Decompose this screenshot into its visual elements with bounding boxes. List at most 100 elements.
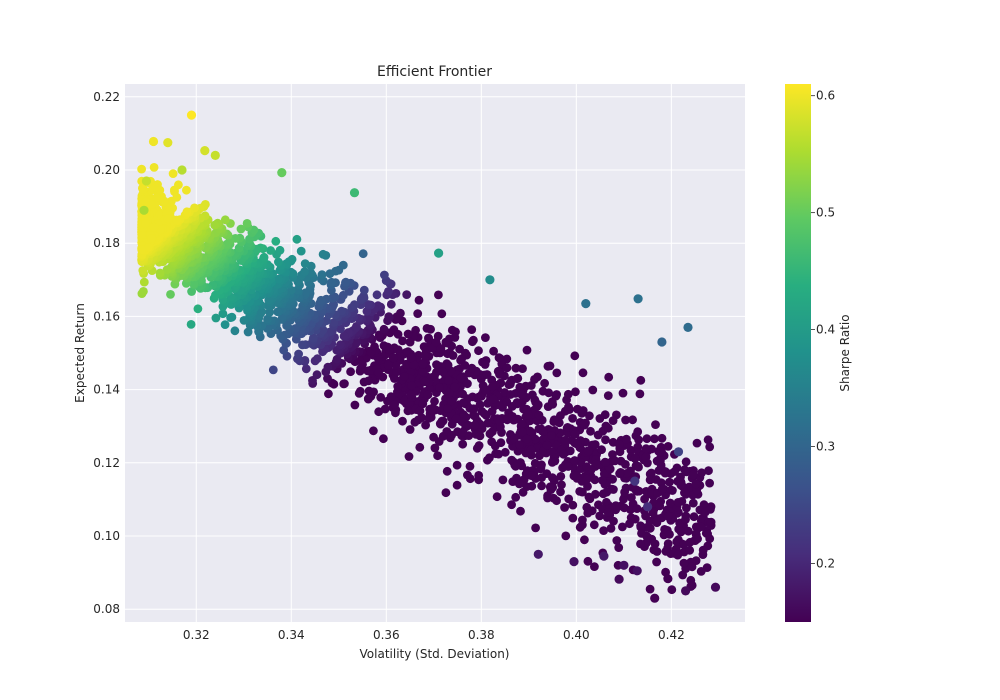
portfolio-point: [495, 370, 504, 379]
portfolio-point: [370, 342, 379, 352]
portfolio-point: [563, 389, 573, 399]
portfolio-point: [300, 259, 310, 268]
portfolio-point: [556, 411, 565, 421]
portfolio-point: [593, 430, 603, 440]
portfolio-point: [676, 480, 686, 490]
portfolio-point: [580, 535, 589, 545]
portfolio-point: [437, 309, 447, 319]
colorbar-tick-label: 0.5: [816, 206, 835, 220]
portfolio-point: [650, 434, 659, 444]
portfolio-point: [599, 526, 608, 535]
portfolio-point: [393, 382, 403, 391]
portfolio-point: [655, 501, 665, 511]
portfolio-point: [492, 492, 502, 502]
portfolio-point: [602, 487, 612, 497]
portfolio-point: [480, 409, 489, 419]
portfolio-point: [621, 460, 630, 469]
portfolio-point: [571, 387, 580, 397]
portfolio-point: [163, 214, 173, 224]
portfolio-point: [682, 503, 691, 513]
portfolio-point: [220, 320, 230, 329]
portfolio-point: [672, 537, 682, 546]
portfolio-point: [141, 219, 150, 229]
portfolio-point: [523, 410, 533, 420]
portfolio-point: [670, 467, 680, 476]
portfolio-point: [339, 331, 349, 341]
portfolio-point: [472, 443, 482, 453]
portfolio-point: [683, 526, 693, 536]
portfolio-point: [603, 423, 613, 433]
portfolio-point: [489, 346, 498, 356]
portfolio-point: [673, 447, 684, 457]
portfolio-point: [218, 309, 228, 319]
portfolio-point: [189, 279, 199, 288]
portfolio-point: [552, 496, 561, 506]
y-tick-label: 0.20: [93, 163, 120, 177]
portfolio-point: [705, 442, 715, 452]
portfolio-point: [163, 138, 173, 148]
portfolio-point: [678, 570, 688, 580]
portfolio-point: [625, 519, 634, 529]
portfolio-point: [578, 487, 587, 497]
portfolio-point: [354, 389, 364, 398]
portfolio-point: [598, 476, 607, 485]
x-tick-label: 0.36: [373, 628, 400, 642]
y-tick-label: 0.22: [93, 90, 120, 104]
portfolio-point: [413, 309, 423, 318]
portfolio-point: [527, 481, 537, 491]
portfolio-point: [630, 454, 640, 463]
portfolio-point: [560, 435, 570, 445]
portfolio-point: [301, 288, 310, 298]
portfolio-point: [460, 361, 470, 370]
colorbar: [785, 84, 811, 622]
portfolio-point: [563, 405, 573, 414]
portfolio-point: [139, 205, 149, 215]
portfolio-point: [570, 456, 580, 465]
portfolio-point: [643, 532, 653, 542]
portfolio-point: [533, 549, 543, 559]
portfolio-point: [155, 268, 165, 278]
portfolio-point: [509, 434, 519, 444]
portfolio-point: [632, 566, 642, 576]
portfolio-point: [705, 478, 714, 488]
portfolio-point: [604, 372, 614, 382]
portfolio-point: [563, 423, 572, 432]
portfolio-point: [200, 146, 210, 156]
portfolio-point: [642, 434, 652, 444]
portfolio-point: [548, 399, 558, 409]
portfolio-point: [657, 433, 667, 443]
portfolio-point: [560, 503, 569, 512]
portfolio-point: [578, 515, 587, 525]
portfolio-point: [438, 367, 448, 377]
portfolio-point: [380, 404, 390, 414]
portfolio-point: [386, 392, 396, 402]
portfolio-point: [641, 511, 650, 521]
portfolio-point: [193, 304, 203, 314]
portfolio-point: [434, 248, 444, 258]
portfolio-point: [417, 413, 426, 423]
portfolio-point: [427, 405, 437, 415]
portfolio-point: [452, 480, 462, 490]
portfolio-point: [143, 243, 153, 252]
portfolio-point: [352, 337, 361, 347]
portfolio-point: [577, 408, 587, 418]
portfolio-point: [618, 522, 627, 532]
colorbar-tick-labels: 0.2 0.3 0.4 0.5 0.6: [811, 89, 835, 571]
portfolio-point: [210, 150, 220, 160]
portfolio-point: [336, 324, 345, 334]
portfolio-point: [522, 345, 532, 355]
portfolio-point: [665, 498, 675, 508]
portfolio-point: [572, 471, 582, 481]
portfolio-point: [430, 443, 440, 453]
portfolio-point: [340, 379, 349, 389]
portfolio-point: [564, 494, 574, 504]
portfolio-point: [641, 452, 651, 462]
portfolio-point: [441, 488, 451, 498]
portfolio-point: [418, 359, 428, 369]
portfolio-point: [318, 325, 328, 335]
portfolio-point: [432, 360, 441, 369]
portfolio-point: [502, 363, 512, 373]
portfolio-point: [681, 489, 691, 499]
portfolio-point: [526, 445, 536, 455]
portfolio-point: [369, 387, 378, 397]
